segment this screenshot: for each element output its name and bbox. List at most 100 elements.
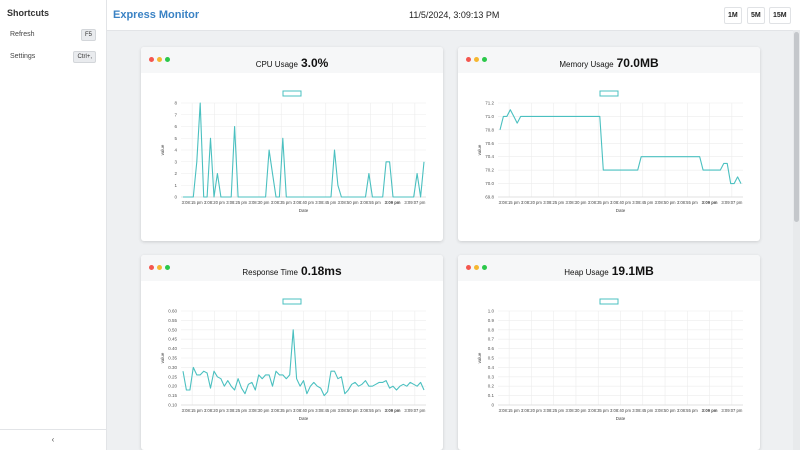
minimize-dot-icon: [157, 57, 162, 62]
y-tick-label: 1: [174, 183, 177, 188]
y-tick-label: 0.45: [168, 337, 177, 342]
sidebar: Shortcuts Refresh F5 Settings Ctrl+, ‹: [0, 0, 107, 450]
y-tick-label: 0.9: [488, 318, 495, 323]
page-scrollbar[interactable]: [793, 30, 800, 450]
response-card-header: Response Time 0.18ms: [141, 255, 443, 281]
series-line: [182, 329, 425, 397]
y-tick-label: 69.8: [485, 195, 494, 200]
x-tick-label: 3:08:15 pm: [182, 200, 203, 205]
y-tick-label: 0.2: [488, 384, 495, 389]
x-tick-label: 3:08:15 pm: [499, 408, 520, 413]
y-tick-label: 0.8: [488, 327, 495, 332]
series-line: [499, 109, 742, 185]
memory-value: 70.0MB: [616, 56, 659, 70]
close-dot-icon: [466, 57, 471, 62]
x-tick-label: 3:08:55 pm: [360, 200, 381, 205]
x-tick-label: 3:08:15 pm: [499, 200, 520, 205]
x-tick-label: 3:08:20 pm: [521, 200, 542, 205]
y-tick-label: 70.2: [485, 168, 494, 173]
x-axis-label: Date: [299, 416, 309, 421]
y-tick-label: 0.10: [168, 403, 177, 408]
x-tick-label: 3:08:40 pm: [610, 200, 631, 205]
y-tick-label: 0: [491, 403, 494, 408]
close-dot-icon: [149, 265, 154, 270]
maximize-dot-icon: [482, 265, 487, 270]
maximize-dot-icon: [482, 57, 487, 62]
y-tick-label: 7: [174, 112, 177, 117]
close-dot-icon: [149, 57, 154, 62]
y-axis-label: value: [477, 144, 482, 155]
x-tick-label: 3:08:55 pm: [677, 408, 698, 413]
shortcut-refresh[interactable]: Refresh F5: [0, 27, 106, 49]
x-tick-label: 3:08:20 pm: [204, 200, 225, 205]
legend-swatch[interactable]: [599, 90, 619, 97]
y-tick-label: 0.6: [488, 346, 495, 351]
x-tick-label: 3:08:35 pm: [588, 408, 609, 413]
y-tick-label: 5: [174, 136, 177, 141]
y-axis-label: value: [477, 352, 482, 363]
x-tick-label: 3:08:50 pm: [655, 200, 676, 205]
shortcut-settings[interactable]: Settings Ctrl+,: [0, 49, 106, 71]
x-tick-label: 3:08:45 pm: [632, 200, 653, 205]
x-tick-label: 3:08:40 pm: [610, 408, 631, 413]
x-tick-label: 3:08:35 pm: [271, 408, 292, 413]
x-tick-label: 3:08:50 pm: [655, 408, 676, 413]
header: Express Monitor 11/5/2024, 3:09:13 PM 1M…: [107, 0, 800, 31]
legend-swatch[interactable]: [599, 298, 619, 305]
range-1m-button[interactable]: 1M: [724, 7, 742, 24]
current-datetime: 11/5/2024, 3:09:13 PM: [409, 10, 500, 20]
y-axis-label: value: [160, 144, 165, 155]
response-chart: 0.10 0.15 0.20 0.25 0.30 0.35 0.40 0.45 0.50 0.55…: [160, 298, 426, 421]
range-5m-button[interactable]: 5M: [747, 7, 765, 24]
x-tick-label: 3:09:07 pm: [721, 408, 742, 413]
minimize-dot-icon: [474, 265, 479, 270]
y-tick-label: 0: [174, 195, 177, 200]
app-title: Express Monitor: [113, 9, 200, 21]
y-tick-label: 0.3: [488, 374, 495, 379]
sidebar-title: Shortcuts: [7, 8, 50, 18]
y-tick-label: 8: [174, 101, 177, 106]
y-tick-label: 70.4: [485, 154, 494, 159]
collapse-sidebar-button[interactable]: ‹: [0, 429, 106, 450]
x-tick-label: 3:08:50 pm: [338, 200, 359, 205]
x-tick-label: 3:08:25 pm: [226, 408, 247, 413]
memory-card-header: Memory Usage 70.0MB: [458, 47, 760, 73]
memory-card: Memory Usage 70.0MB 69.8 70.0 70.2 70.4 70.6 7…: [458, 47, 760, 241]
x-tick-label: 3:08:55 pm: [677, 200, 698, 205]
chevron-left-icon: ‹: [51, 435, 55, 444]
maximize-dot-icon: [165, 57, 170, 62]
legend-swatch[interactable]: [282, 90, 302, 97]
cpu-card-header: CPU Usage 3.0%: [141, 47, 443, 73]
y-tick-label: 2: [174, 171, 177, 176]
x-tick-label: 3:08:40 pm: [293, 408, 314, 413]
x-tick-label: 3:09 pm: [385, 408, 401, 413]
y-tick-label: 0.15: [168, 393, 177, 398]
y-tick-label: 0.20: [168, 384, 177, 389]
y-tick-label: 70.6: [485, 141, 494, 146]
x-tick-label: 3:08:35 pm: [588, 200, 609, 205]
memory-title-label: Memory Usage: [559, 60, 614, 69]
heap-title-label: Heap Usage: [564, 268, 609, 277]
response-card: Response Time 0.18ms 0.10 0.15 0.20 0.25 0.30…: [141, 255, 443, 450]
y-tick-label: 0.7: [488, 337, 495, 342]
scrollbar-thumb[interactable]: [794, 32, 799, 222]
x-tick-label: 3:08:25 pm: [226, 200, 247, 205]
y-tick-label: 4: [174, 148, 177, 153]
legend-swatch[interactable]: [282, 298, 302, 305]
x-tick-label: 3:09 pm: [702, 200, 718, 205]
x-tick-label: 3:08:50 pm: [338, 408, 359, 413]
x-tick-label: 3:08:25 pm: [543, 408, 564, 413]
y-tick-label: 0.50: [168, 327, 177, 332]
heap-title: Heap Usage 19.1MB: [458, 262, 760, 280]
y-tick-label: 0.60: [168, 309, 177, 314]
y-tick-label: 0.1: [488, 393, 495, 398]
y-tick-label: 0.40: [168, 346, 177, 351]
range-15m-button[interactable]: 15M: [769, 7, 791, 24]
x-tick-label: 3:08:35 pm: [271, 200, 292, 205]
series-line: [183, 102, 425, 198]
x-tick-label: 3:08:40 pm: [293, 200, 314, 205]
x-tick-label: 3:08:55 pm: [360, 408, 381, 413]
x-tick-label: 3:09:07 pm: [404, 200, 425, 205]
heap-chart: 0 0.1 0.2 0.3 0.4 0.5 0.6 0.7 0.8 0.9 1.0 3:08:15 p…: [477, 298, 743, 421]
x-tick-label: 3:09 pm: [385, 200, 401, 205]
